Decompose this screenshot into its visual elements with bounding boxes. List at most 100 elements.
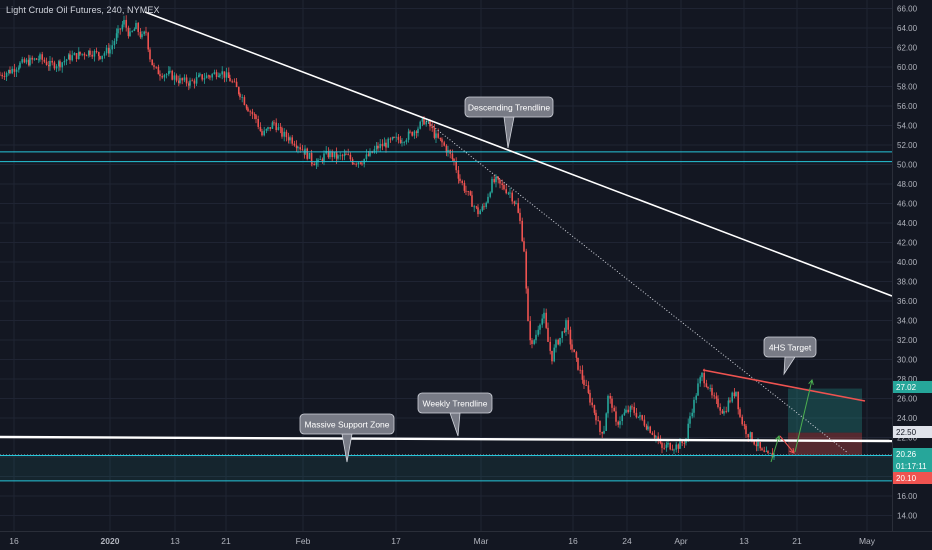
callout-box	[763, 336, 817, 358]
candle-layer	[0, 15, 775, 460]
candle-body	[537, 329, 539, 335]
candle-body	[218, 75, 220, 77]
candle-body	[205, 75, 208, 79]
callout-text: Weekly Trendline	[422, 399, 487, 409]
candle-body	[123, 19, 125, 25]
candle	[343, 149, 346, 161]
candle	[391, 136, 394, 141]
candle	[763, 446, 765, 453]
candle	[409, 129, 411, 134]
candle-body	[409, 131, 411, 133]
candle	[241, 94, 243, 103]
candle	[529, 316, 531, 345]
candle-body	[313, 163, 315, 166]
candle-body	[89, 50, 91, 55]
candle	[5, 71, 8, 81]
candle	[639, 411, 641, 421]
candle-body	[435, 133, 437, 138]
candle	[693, 396, 695, 418]
candle-body	[419, 121, 421, 129]
candle	[163, 73, 166, 82]
candle	[699, 375, 701, 387]
arrow-up-large	[794, 378, 814, 453]
candle	[253, 112, 256, 120]
candle	[23, 57, 26, 64]
candle-body	[575, 352, 578, 358]
candle-body	[691, 412, 693, 417]
candle-body	[577, 357, 579, 370]
candle-body	[377, 145, 379, 149]
candle-body	[659, 440, 662, 443]
candle	[117, 25, 119, 38]
candle	[381, 139, 384, 151]
candle-body	[38, 59, 40, 61]
candle	[267, 126, 269, 132]
candle	[719, 403, 721, 416]
candle	[127, 25, 130, 39]
candle	[583, 375, 585, 389]
candle	[208, 74, 210, 79]
candle	[393, 136, 395, 139]
candle	[545, 308, 547, 330]
candle	[511, 190, 513, 205]
candle-body	[587, 385, 590, 393]
candle-body	[441, 139, 443, 143]
candle-body	[331, 151, 333, 158]
candle-body	[623, 412, 626, 416]
candle	[461, 179, 463, 186]
candle-body	[171, 70, 173, 80]
candle	[687, 418, 689, 442]
candle	[91, 50, 93, 59]
candle	[595, 409, 597, 425]
candle-body	[203, 78, 206, 80]
candle	[487, 193, 489, 204]
candle-body	[21, 59, 23, 63]
candle-body	[79, 51, 81, 55]
candle-body	[601, 431, 603, 434]
candle-body	[629, 406, 632, 413]
candle-body	[589, 392, 591, 403]
candle-body	[393, 137, 395, 138]
candle-body	[151, 59, 153, 66]
candle	[103, 51, 106, 59]
candle-body	[763, 450, 765, 452]
candle	[218, 72, 220, 78]
price-tag-text: 20.26	[896, 450, 917, 459]
candle	[355, 162, 357, 167]
candle-body	[551, 350, 553, 362]
arrow-up-small-head	[775, 435, 781, 441]
candle	[75, 52, 78, 62]
candle-body	[223, 71, 226, 78]
candle	[721, 409, 724, 414]
candle-body	[249, 111, 251, 113]
candle-body	[747, 434, 749, 438]
candle	[645, 423, 648, 431]
candle-body	[405, 139, 408, 143]
candle	[741, 414, 743, 426]
candle-body	[75, 53, 78, 59]
candle	[723, 406, 725, 416]
candle	[717, 395, 719, 409]
candle-body	[739, 409, 741, 417]
candle	[38, 55, 40, 64]
candle-body	[509, 192, 511, 194]
x-tick-label: May	[859, 536, 876, 546]
candle-body	[271, 122, 274, 129]
candle	[157, 64, 160, 75]
candle	[181, 77, 183, 85]
candle-body	[753, 441, 755, 445]
candle-body	[337, 155, 339, 159]
candle	[108, 43, 110, 58]
price-tag-text: 01:17:11	[896, 462, 927, 471]
candle-body	[343, 153, 346, 157]
candle-body	[319, 159, 321, 161]
candle-body	[289, 137, 291, 141]
support-zone-fill	[0, 455, 892, 481]
price-tag-text: 22.50	[896, 428, 917, 437]
candle-body	[5, 73, 8, 77]
candle-body	[743, 424, 746, 426]
candle-body	[81, 53, 83, 55]
price-tag-text: 27.02	[896, 383, 917, 392]
candle	[61, 61, 63, 73]
